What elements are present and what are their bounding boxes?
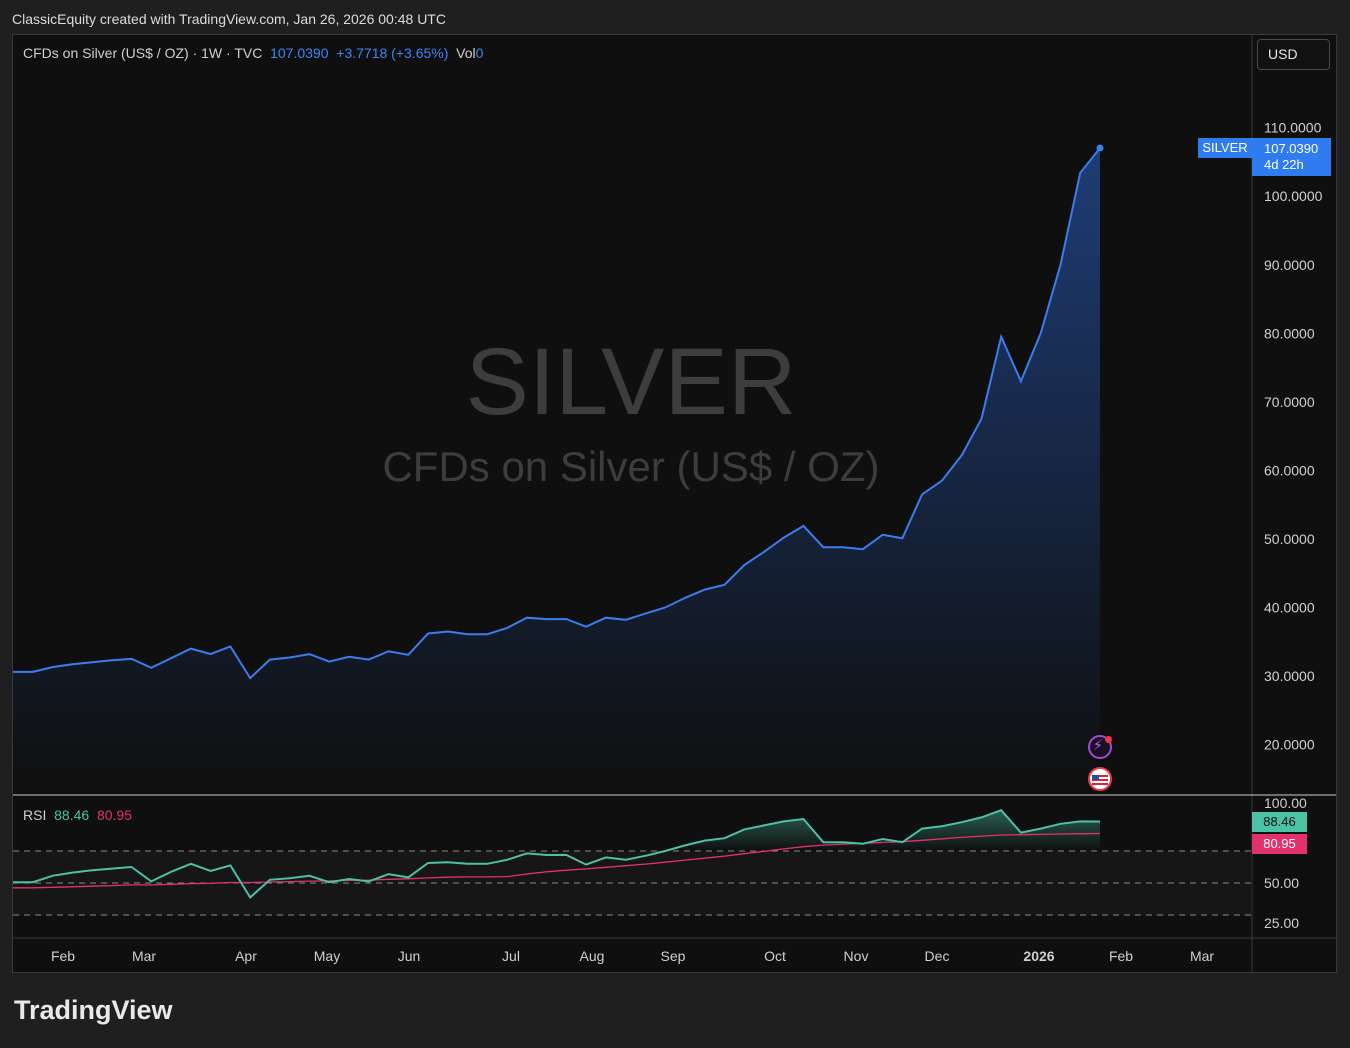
last-price-dot	[1096, 144, 1104, 152]
volume-value: 0	[475, 45, 484, 61]
rsi-tick-label: 100.00	[1264, 795, 1307, 811]
price-area-fill	[13, 148, 1100, 790]
price-tick-label: 40.0000	[1264, 599, 1315, 615]
price-tick-label: 20.0000	[1264, 737, 1315, 753]
price-line	[13, 147, 1101, 680]
rsi-ma-line	[13, 832, 1101, 889]
time-tick-label: Mar	[1190, 948, 1214, 964]
time-tick-label: Feb	[51, 948, 75, 964]
time-axis[interactable]: Feb Mar Apr May Jun Jul Aug Sep Oct Nov Dec 2026 Feb…	[51, 948, 1214, 964]
time-tick-label: Aug	[580, 948, 605, 964]
bar-countdown: 4d 22h	[1264, 157, 1304, 172]
time-tick-label: Feb	[1109, 948, 1133, 964]
currency-button[interactable]: USD	[1257, 39, 1330, 70]
rsi-ma-value: 80.95	[96, 807, 132, 823]
notification-dot	[1105, 736, 1112, 743]
chart-header: CFDs on Silver (US$ / OZ) · 1W · TVC 107…	[23, 45, 483, 61]
price-tick-label: 100.0000	[1264, 188, 1323, 204]
volume-label: Vol	[456, 45, 476, 61]
rsi-tick-label: 50.00	[1264, 875, 1299, 891]
time-tick-label: Mar	[132, 948, 156, 964]
rsi-overbought-fill	[13, 810, 1100, 851]
rsi-value-tag: 88.46	[1252, 812, 1307, 832]
flash-icon[interactable]	[1088, 735, 1112, 759]
last-price-tag: 107.0390 4d 22h	[1252, 138, 1331, 176]
price-tick-label: 80.0000	[1264, 325, 1315, 341]
time-tick-label: Oct	[764, 948, 786, 964]
rsi-value: 88.46	[54, 807, 90, 823]
price-tick-label: 110.0000	[1264, 120, 1322, 136]
time-tick-label: Apr	[235, 948, 257, 964]
price-tick-label: 30.0000	[1264, 668, 1315, 684]
tradingview-logo-text: TradingView	[14, 995, 173, 1025]
price-change: +3.7718 (+3.65%)	[336, 45, 449, 61]
price-axis[interactable]: 110.0000 100.0000 90.0000 80.0000 70.0000 60.…	[1264, 120, 1323, 753]
rsi-line	[13, 809, 1101, 899]
rsi-axis[interactable]: 100.00 50.00 25.00	[1264, 795, 1307, 931]
watermark-symbol: SILVER	[465, 329, 797, 435]
chart-frame[interactable]	[12, 34, 1337, 973]
price-tick-label: 70.0000	[1264, 394, 1315, 410]
rsi-header: RSI 88.46 80.95	[23, 807, 132, 823]
time-tick-label: Jul	[502, 948, 520, 964]
rsi-ma-tag: 80.95	[1252, 834, 1307, 854]
time-tick-label: 2026	[1023, 948, 1054, 964]
chart-credit: ClassicEquity created with TradingView.c…	[12, 11, 446, 27]
price-tick-label: 60.0000	[1264, 462, 1315, 478]
layout-lines	[13, 35, 1336, 972]
time-tick-label: Dec	[925, 948, 950, 964]
watermark-name: CFDs on Silver (US$ / OZ)	[382, 443, 880, 490]
time-tick-label: May	[314, 948, 340, 964]
rsi-label[interactable]: RSI	[23, 807, 47, 823]
symbol-price-label: SILVER	[1198, 138, 1252, 158]
price-tick-label: 50.0000	[1264, 531, 1315, 547]
symbol-title[interactable]: CFDs on Silver (US$ / OZ) · 1W · TVC	[23, 45, 263, 61]
us-flag-icon[interactable]	[1088, 767, 1112, 791]
last-price: 107.0390	[270, 45, 329, 61]
time-tick-label: Nov	[844, 948, 869, 964]
rsi-tick-label: 25.00	[1264, 915, 1299, 931]
last-price-tag-value: 107.0390	[1264, 141, 1319, 156]
time-tick-label: Jun	[398, 948, 421, 964]
rsi-area	[13, 809, 1252, 916]
price-area	[12, 144, 1104, 790]
tradingview-logo[interactable]: TradingView	[14, 995, 173, 1026]
time-tick-label: Sep	[661, 948, 686, 964]
price-tick-label: 90.0000	[1264, 257, 1315, 273]
